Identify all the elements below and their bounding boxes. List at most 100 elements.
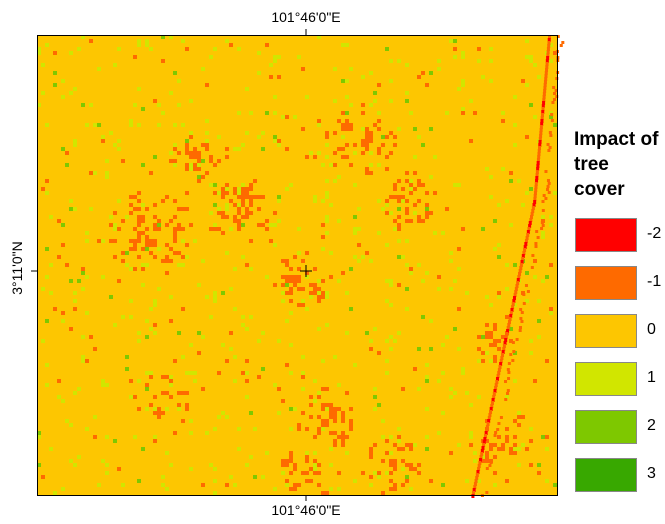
raster-cell: [381, 491, 385, 495]
raster-cell: [129, 267, 133, 271]
raster-cell: [385, 135, 389, 139]
raster-cell: [181, 263, 185, 267]
raster-cell: [548, 191, 551, 194]
raster-cell: [301, 303, 305, 307]
raster-cell: [329, 487, 333, 491]
raster-cell: [409, 191, 413, 195]
raster-cell: [353, 143, 357, 147]
raster-cell: [333, 99, 337, 103]
raster-cell: [137, 191, 141, 195]
raster-cell: [169, 247, 173, 251]
raster-cell: [325, 323, 329, 327]
raster-cell: [393, 463, 397, 467]
raster-cell: [137, 223, 141, 227]
raster-cell: [73, 307, 77, 311]
raster-cell: [309, 415, 313, 419]
raster-cell: [553, 191, 557, 195]
raster-cell: [105, 171, 109, 175]
raster-cell: [365, 135, 369, 139]
raster-cell: [145, 387, 149, 391]
raster-cell: [289, 407, 293, 411]
raster-cell: [157, 247, 161, 251]
raster-cell: [465, 479, 469, 483]
raster-cell: [409, 187, 413, 191]
raster-cell: [157, 223, 161, 227]
legend-swatch: [575, 266, 637, 300]
raster-cell: [289, 267, 293, 271]
raster-cell: [153, 331, 157, 335]
raster-cell: [229, 475, 233, 479]
raster-cell: [497, 203, 501, 207]
raster-cell: [507, 371, 510, 374]
raster-cell: [349, 123, 353, 127]
raster-cell: [145, 39, 149, 43]
raster-cell: [413, 127, 417, 131]
raster-cell: [117, 227, 121, 231]
raster-cell: [249, 239, 253, 243]
raster-cell: [377, 151, 381, 155]
raster-cell: [125, 251, 129, 255]
raster-cell: [169, 395, 173, 399]
raster-cell: [341, 135, 345, 139]
raster-cell: [507, 377, 510, 380]
raster-cell: [485, 351, 489, 355]
raster-cell: [301, 259, 305, 263]
raster-cell: [161, 483, 165, 487]
raster-cell: [209, 183, 213, 187]
raster-cell: [365, 147, 369, 151]
raster-cell: [213, 299, 217, 303]
raster-cell: [317, 279, 321, 283]
raster-cell: [165, 243, 169, 247]
raster-cell: [293, 407, 297, 411]
raster-cell: [425, 211, 429, 215]
raster-cell: [534, 242, 537, 245]
raster-cell: [341, 123, 345, 127]
raster-cell: [257, 339, 261, 343]
raster-cell: [317, 291, 321, 295]
raster-cell: [205, 171, 209, 175]
raster-cell: [485, 491, 488, 494]
raster-cell: [61, 319, 65, 323]
raster-cell: [521, 415, 525, 419]
raster-cell: [547, 185, 550, 188]
raster-cell: [197, 167, 201, 171]
raster-cell: [253, 179, 257, 183]
raster-cell: [145, 407, 149, 411]
raster-cell: [293, 483, 297, 487]
raster-cell: [293, 487, 297, 491]
raster-cell: [161, 111, 165, 115]
raster-cell: [519, 317, 522, 320]
raster-cell: [317, 287, 321, 291]
raster-cell: [101, 383, 105, 387]
raster-cell: [181, 227, 185, 231]
raster-cell: [369, 103, 373, 107]
raster-cell: [353, 215, 357, 219]
raster-cell: [273, 135, 277, 139]
raster-cell: [273, 55, 277, 59]
raster-cell: [527, 290, 530, 293]
raster-cell: [297, 423, 301, 427]
raster-cell: [453, 183, 457, 187]
raster-cell: [325, 195, 329, 199]
raster-cell: [137, 239, 141, 243]
raster-cell: [341, 415, 345, 419]
raster-cell: [245, 215, 249, 219]
raster-cell: [185, 207, 189, 211]
raster-cell: [165, 223, 169, 227]
raster-cell: [113, 223, 117, 227]
raster-cell: [105, 435, 109, 439]
raster-cell: [245, 395, 249, 399]
raster-cell: [237, 203, 241, 207]
raster-cell: [345, 155, 349, 159]
raster-cell: [169, 219, 173, 223]
raster-cell: [73, 391, 77, 395]
raster-cell: [53, 491, 57, 495]
raster-cell: [489, 175, 493, 179]
raster-cell: [225, 183, 229, 187]
legend-title: Impact of tree cover: [574, 127, 664, 202]
raster-cell: [105, 175, 109, 179]
raster-cell: [385, 211, 389, 215]
raster-cell: [305, 455, 309, 459]
raster-cell: [309, 403, 313, 407]
raster-cell: [257, 375, 261, 379]
